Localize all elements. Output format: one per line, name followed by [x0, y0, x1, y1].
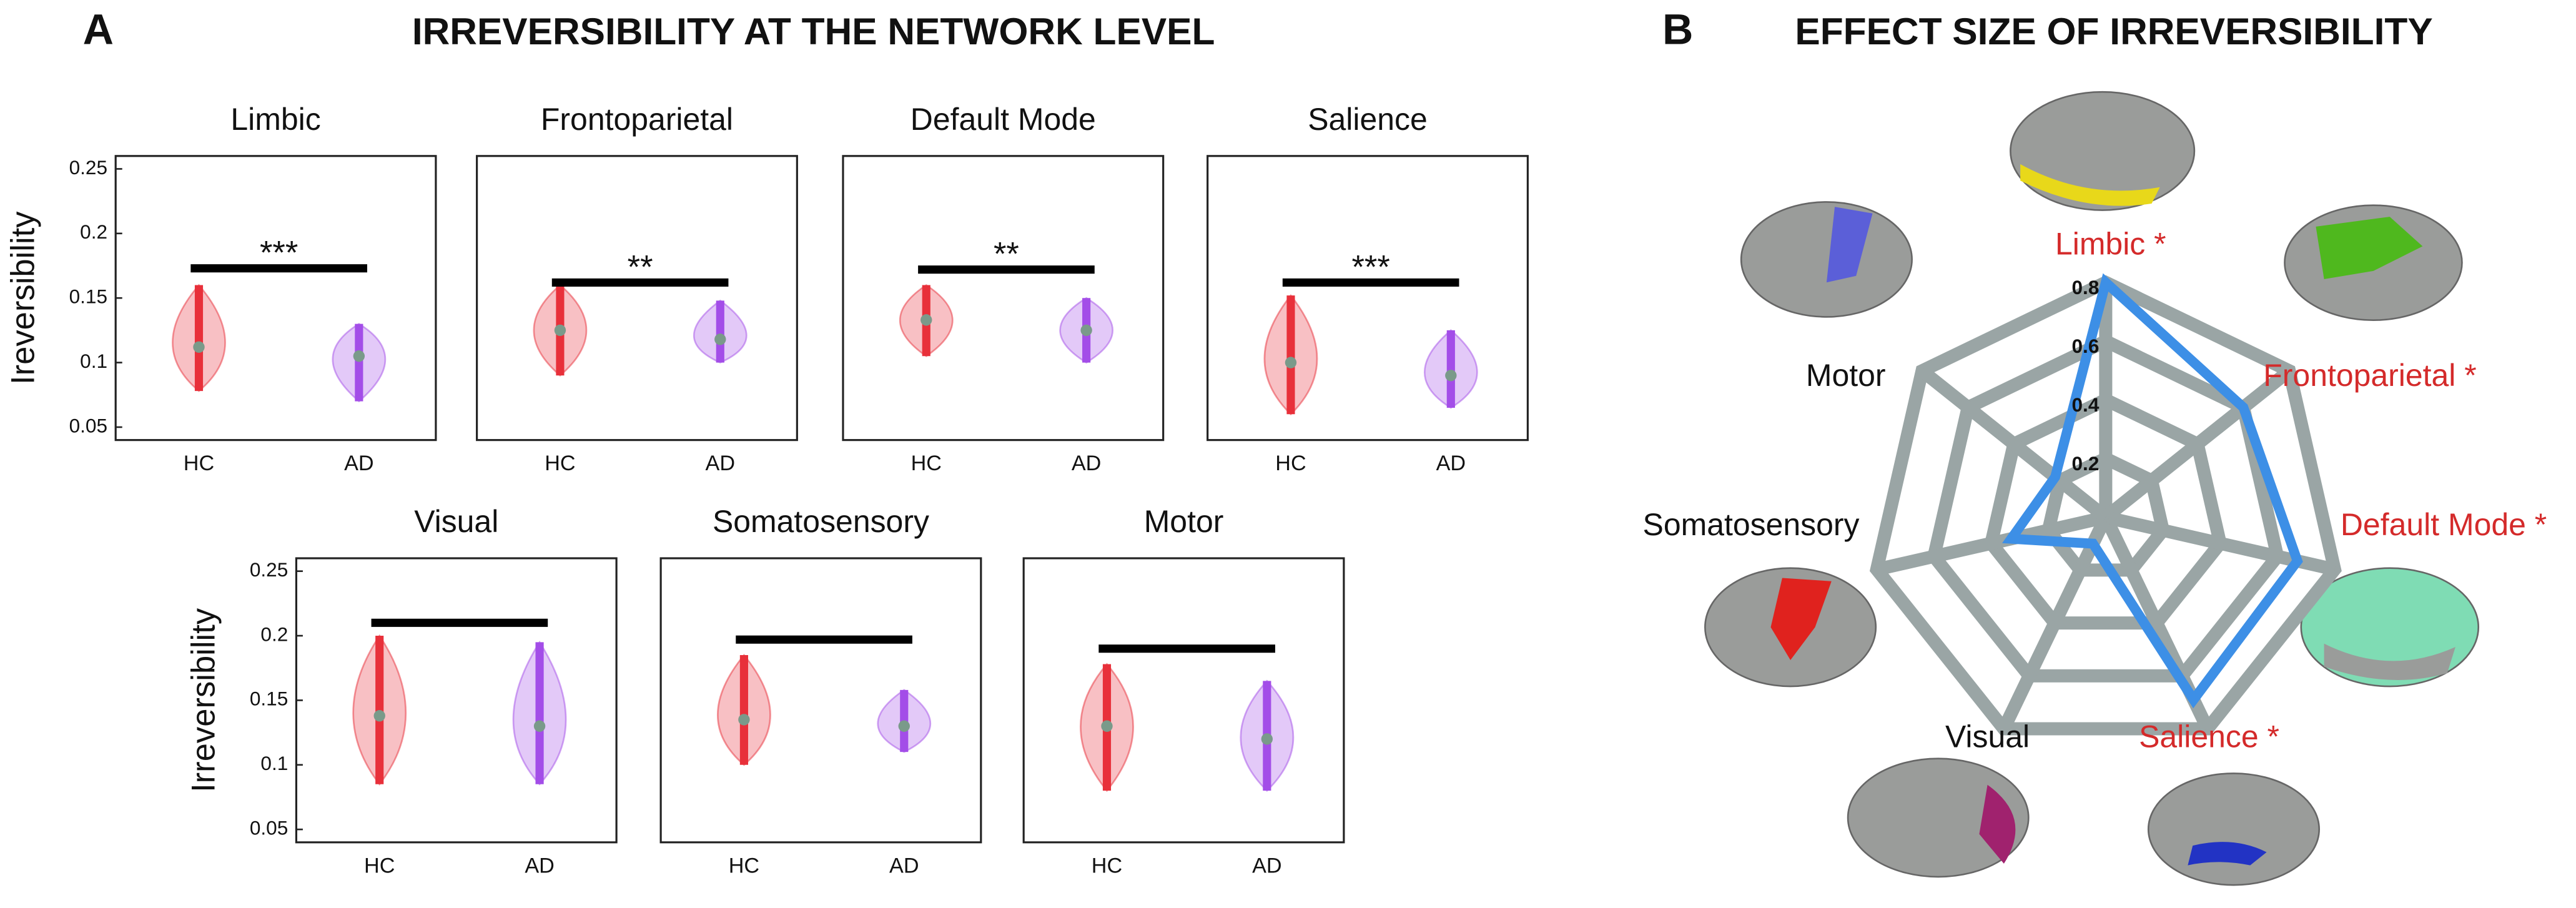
x-tick-label: HC [1275, 452, 1306, 475]
x-tick-label: HC [729, 854, 759, 877]
grid-ring [1869, 275, 2342, 736]
category-label: Salience * [2139, 719, 2279, 754]
plot-frame [114, 155, 437, 442]
median-dot [1261, 733, 1273, 745]
category-label: Motor [1806, 358, 1886, 393]
panel-title: Limbic [230, 102, 320, 137]
panel-letter: A [83, 6, 114, 54]
spoke [1918, 365, 2110, 523]
x-tick-label: AD [1436, 452, 1466, 475]
x-tick-label: AD [1072, 452, 1101, 475]
y-axis-label: Irreversibility [185, 608, 222, 792]
r-tick-label: 0.2 [2072, 452, 2100, 475]
median-dot [353, 350, 365, 362]
significance-label: *** [260, 235, 298, 272]
significance-label: ** [628, 249, 653, 285]
y-tick-label: 0.1 [260, 752, 288, 774]
y-tick-label: 0.05 [250, 816, 288, 839]
plot-frame [659, 557, 982, 844]
x-tick-label: AD [1252, 854, 1281, 877]
y-tick-label: 0.2 [260, 623, 288, 645]
y-tick-label: 0.25 [69, 156, 107, 179]
x-tick-label: AD [525, 854, 554, 877]
radar-line [2002, 273, 2303, 709]
category-label: Somatosensory [1643, 507, 1860, 542]
median-dot [533, 720, 546, 732]
panel-title: Salience [1308, 102, 1428, 137]
spoke [2101, 365, 2294, 523]
median-dot [1445, 370, 1457, 382]
panel-title: IRREVERSIBILITY AT THE NETWORK LEVEL [412, 10, 1215, 52]
median-dot [898, 720, 910, 732]
spoke [1998, 514, 2112, 732]
grid-ring [1984, 392, 2228, 630]
y-tick-label: 0.25 [250, 558, 288, 581]
y-tick-label: 0.05 [69, 414, 107, 437]
y-tick-label: 0.1 [80, 350, 107, 372]
r-tick-label: 0.4 [2072, 393, 2100, 416]
median-dot [193, 341, 205, 353]
plot-frame [1207, 155, 1529, 442]
r-tick-label: 0.6 [2072, 335, 2100, 357]
x-tick-label: HC [364, 854, 395, 877]
panel-title: Frontoparietal [541, 102, 733, 137]
x-tick-label: HC [545, 452, 575, 475]
median-dot [738, 714, 750, 726]
median-dot [373, 710, 385, 722]
panel-title: Motor [1144, 504, 1224, 539]
panel-title: EFFECT SIZE OF IRREVERSIBILITY [1795, 10, 2432, 52]
median-dot [1101, 720, 1113, 732]
x-tick-label: HC [1092, 854, 1122, 877]
x-tick-label: AD [706, 452, 735, 475]
y-tick-label: 0.2 [80, 220, 107, 243]
panel-title: Default Mode [910, 102, 1096, 137]
plot-frame [476, 155, 798, 442]
panel-title: Visual [414, 504, 498, 539]
plot-frame [1022, 557, 1345, 844]
x-tick-label: HC [911, 452, 942, 475]
brain-illustrations [1704, 91, 2480, 886]
x-tick-label: AD [889, 854, 919, 877]
median-dot [554, 324, 566, 337]
significance-label: ** [994, 236, 1019, 273]
r-tick-label: 0.8 [2072, 276, 2100, 299]
x-tick-label: AD [344, 452, 373, 475]
median-dot [1285, 357, 1297, 368]
category-label: Limbic * [2055, 227, 2166, 262]
category-label: Frontoparietal * [2263, 358, 2476, 393]
category-label: Default Mode * [2341, 507, 2547, 542]
x-tick-label: HC [184, 452, 214, 475]
y-axis-label: Ireversibility [4, 211, 41, 385]
spoke [1875, 510, 2108, 576]
y-tick-label: 0.15 [250, 688, 288, 710]
significance-label: *** [1351, 249, 1389, 285]
plot-frame [295, 557, 618, 844]
panel-letter: B [1662, 6, 1693, 54]
y-tick-label: 0.15 [69, 285, 107, 308]
category-label: Visual [1945, 719, 2030, 754]
median-dot [1080, 324, 1092, 337]
median-dot [920, 314, 932, 326]
median-dot [714, 333, 726, 345]
plot-frame [842, 155, 1165, 442]
panel-title: Somatosensory [713, 504, 929, 539]
